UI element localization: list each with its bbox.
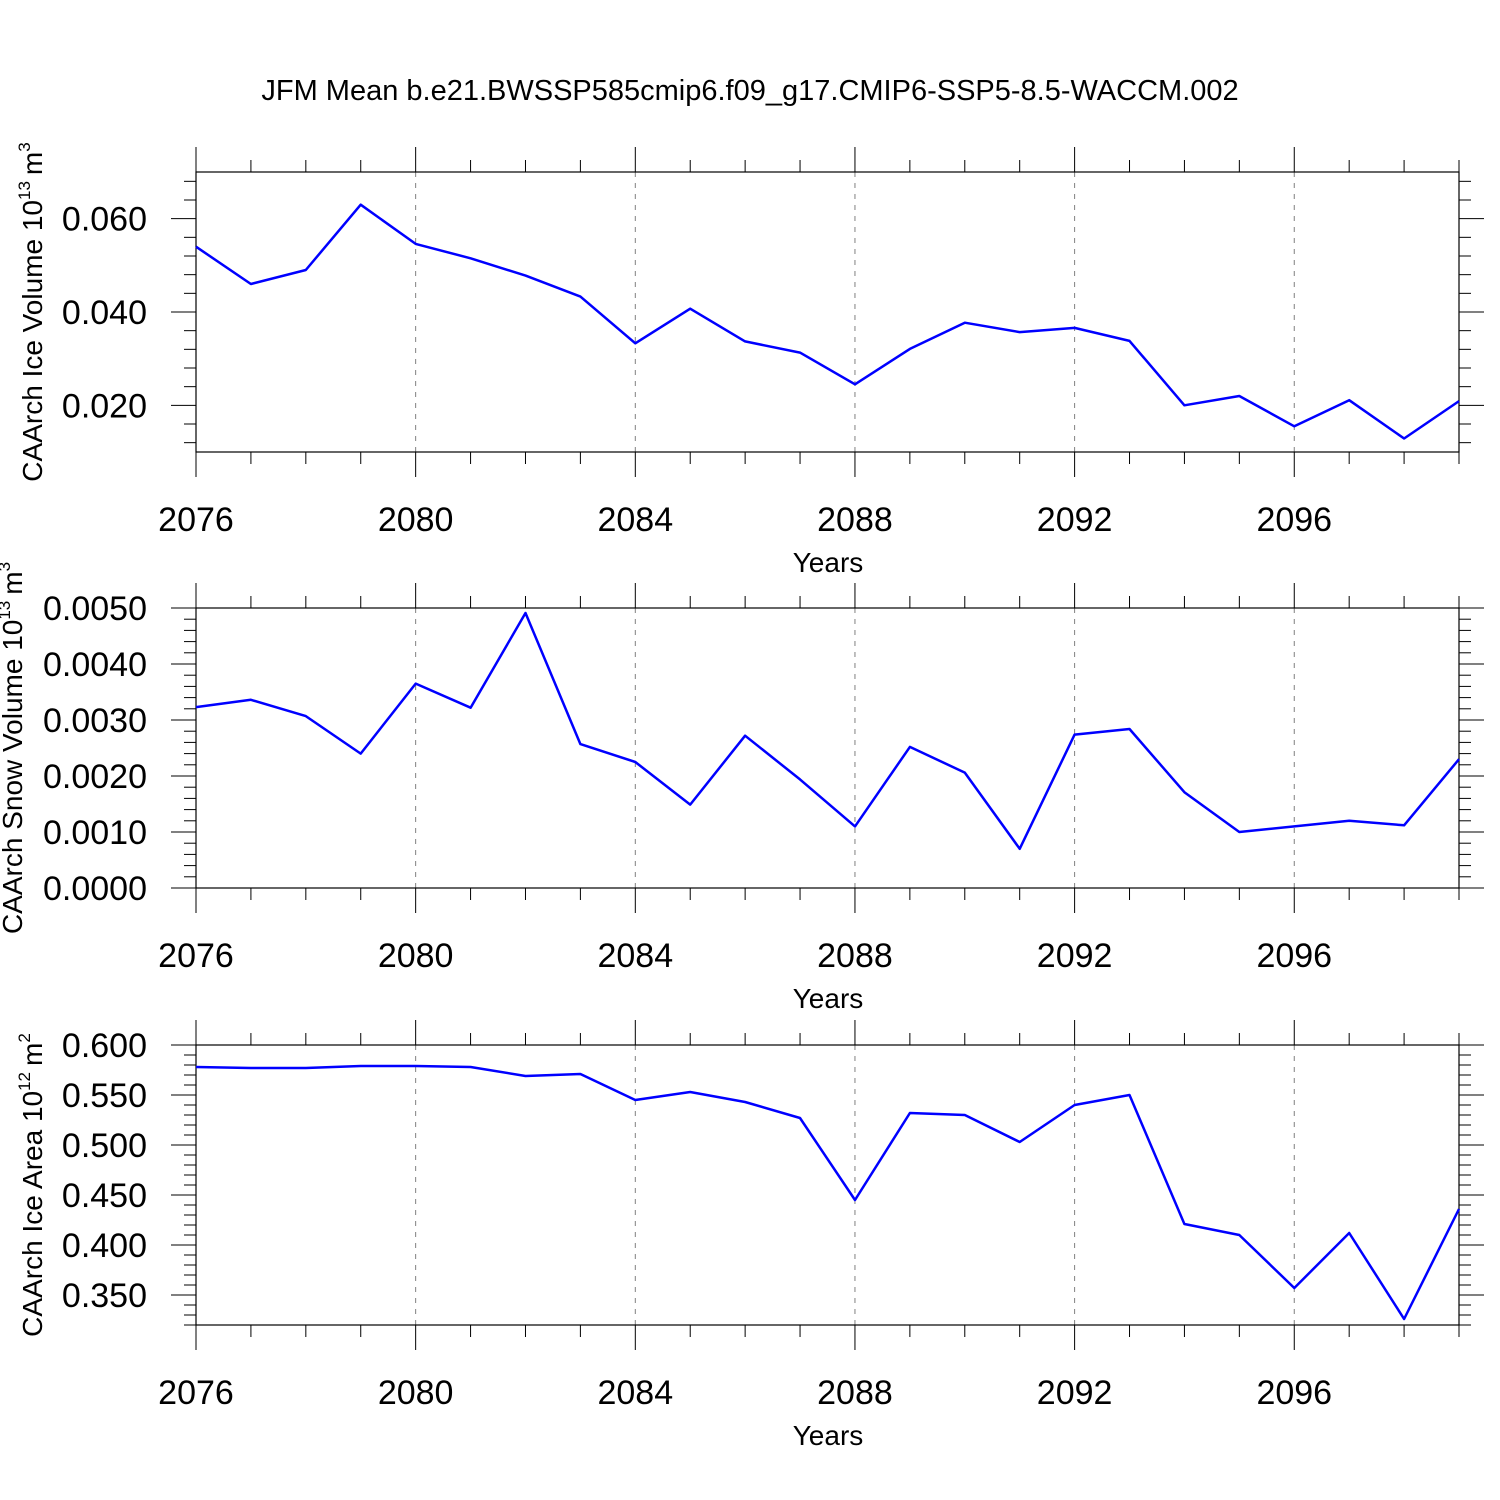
y-tick-label: 0.600 bbox=[62, 1027, 147, 1065]
y-axis-title-unit-exponent: 3 bbox=[15, 142, 34, 151]
series-line-ice-area bbox=[195, 1064, 1461, 1321]
series-line-snow-volume bbox=[195, 611, 1460, 851]
x-axis-title: Years bbox=[793, 547, 864, 578]
x-tick-label: 2080 bbox=[378, 937, 454, 975]
plot-frame bbox=[195, 607, 1460, 889]
x-tick-label: 2096 bbox=[1256, 937, 1332, 975]
y-axis-title-exponent: 13 bbox=[15, 181, 34, 200]
x-tick-label: 2092 bbox=[1037, 1374, 1113, 1412]
plot-frame bbox=[195, 171, 1460, 453]
series-line-ice-volume bbox=[195, 203, 1460, 440]
x-tick-label: 2088 bbox=[817, 937, 893, 975]
x-tick-label: 2084 bbox=[597, 501, 673, 539]
y-tick-label: 0.550 bbox=[62, 1077, 147, 1115]
y-axis-title-unit: m bbox=[17, 1043, 48, 1066]
y-tick-label: 0.0030 bbox=[43, 702, 147, 740]
y-axis-title-unit: m bbox=[0, 571, 28, 594]
y-tick-label: 0.0010 bbox=[43, 814, 147, 852]
x-tick-label: 2076 bbox=[158, 1374, 234, 1412]
y-axis-title-unit-exponent: 3 bbox=[0, 562, 14, 571]
x-tick-label: 2088 bbox=[817, 501, 893, 539]
y-axis-title-unit: m bbox=[17, 152, 48, 175]
y-tick-label: 0.0040 bbox=[43, 646, 147, 684]
y-axis-title-main: CAArch Ice Area 10 bbox=[17, 1091, 48, 1337]
x-tick-label: 2084 bbox=[597, 1374, 673, 1412]
y-axis-title-unit-exponent: 2 bbox=[15, 1033, 34, 1042]
y-tick-label: 0.500 bbox=[62, 1127, 147, 1165]
y-axis-title-exponent: 13 bbox=[0, 601, 14, 620]
x-tick-label: 2080 bbox=[378, 501, 454, 539]
plot-frame bbox=[195, 1044, 1460, 1326]
y-tick-label: 0.020 bbox=[62, 387, 147, 425]
x-tick-label: 2096 bbox=[1256, 501, 1332, 539]
y-tick-label: 0.0020 bbox=[43, 758, 147, 796]
x-tick-label: 2076 bbox=[158, 501, 234, 539]
y-axis-title: CAArch Ice Volume 1013 m3 bbox=[15, 142, 48, 481]
x-tick-label: 2092 bbox=[1037, 501, 1113, 539]
x-tick-label: 2076 bbox=[158, 937, 234, 975]
x-axis-title: Years bbox=[793, 983, 864, 1014]
y-tick-label: 0.450 bbox=[62, 1177, 147, 1215]
y-tick-label: 0.350 bbox=[62, 1277, 147, 1315]
y-axis-title-main: CAArch Ice Volume 10 bbox=[17, 200, 48, 482]
panel-ice-area: 2076 2080 2084 2088 2092 2096 0.350 0.400 0.450 0… bbox=[15, 1020, 1484, 1451]
x-tick-label: 2096 bbox=[1256, 1374, 1332, 1412]
y-axis-title-main: CAArch Snow Volume 10 bbox=[0, 620, 28, 934]
x-tick-label: 2088 bbox=[817, 1374, 893, 1412]
y-axis-title: CAArch Snow Volume 1013 m3 bbox=[0, 562, 28, 934]
x-axis-title: Years bbox=[793, 1420, 864, 1451]
x-tick-label: 2092 bbox=[1037, 937, 1113, 975]
y-axis-title-exponent: 12 bbox=[15, 1072, 34, 1091]
y-tick-label: 0.060 bbox=[62, 201, 147, 239]
chart-title: JFM Mean b.e21.BWSSP585cmip6.f09_g17.CMI… bbox=[261, 75, 1238, 107]
y-tick-label: 0.400 bbox=[62, 1227, 147, 1265]
x-tick-label: 2084 bbox=[597, 937, 673, 975]
y-tick-label: 0.0050 bbox=[43, 590, 147, 628]
panel-ice-volume: 2076 2080 2084 2088 2092 20960.0200.0400.060 … bbox=[15, 142, 1484, 578]
y-tick-label: 0.0000 bbox=[43, 870, 147, 908]
y-tick-label: 0.040 bbox=[62, 294, 147, 332]
y-axis-title: CAArch Ice Area 1012 m2 bbox=[15, 1033, 48, 1337]
panel-snow-volume: 2076 2080 2084 2088 2092 2096 0.0000 0.0010 0.00… bbox=[0, 562, 1484, 1014]
x-tick-label: 2080 bbox=[378, 1374, 454, 1412]
